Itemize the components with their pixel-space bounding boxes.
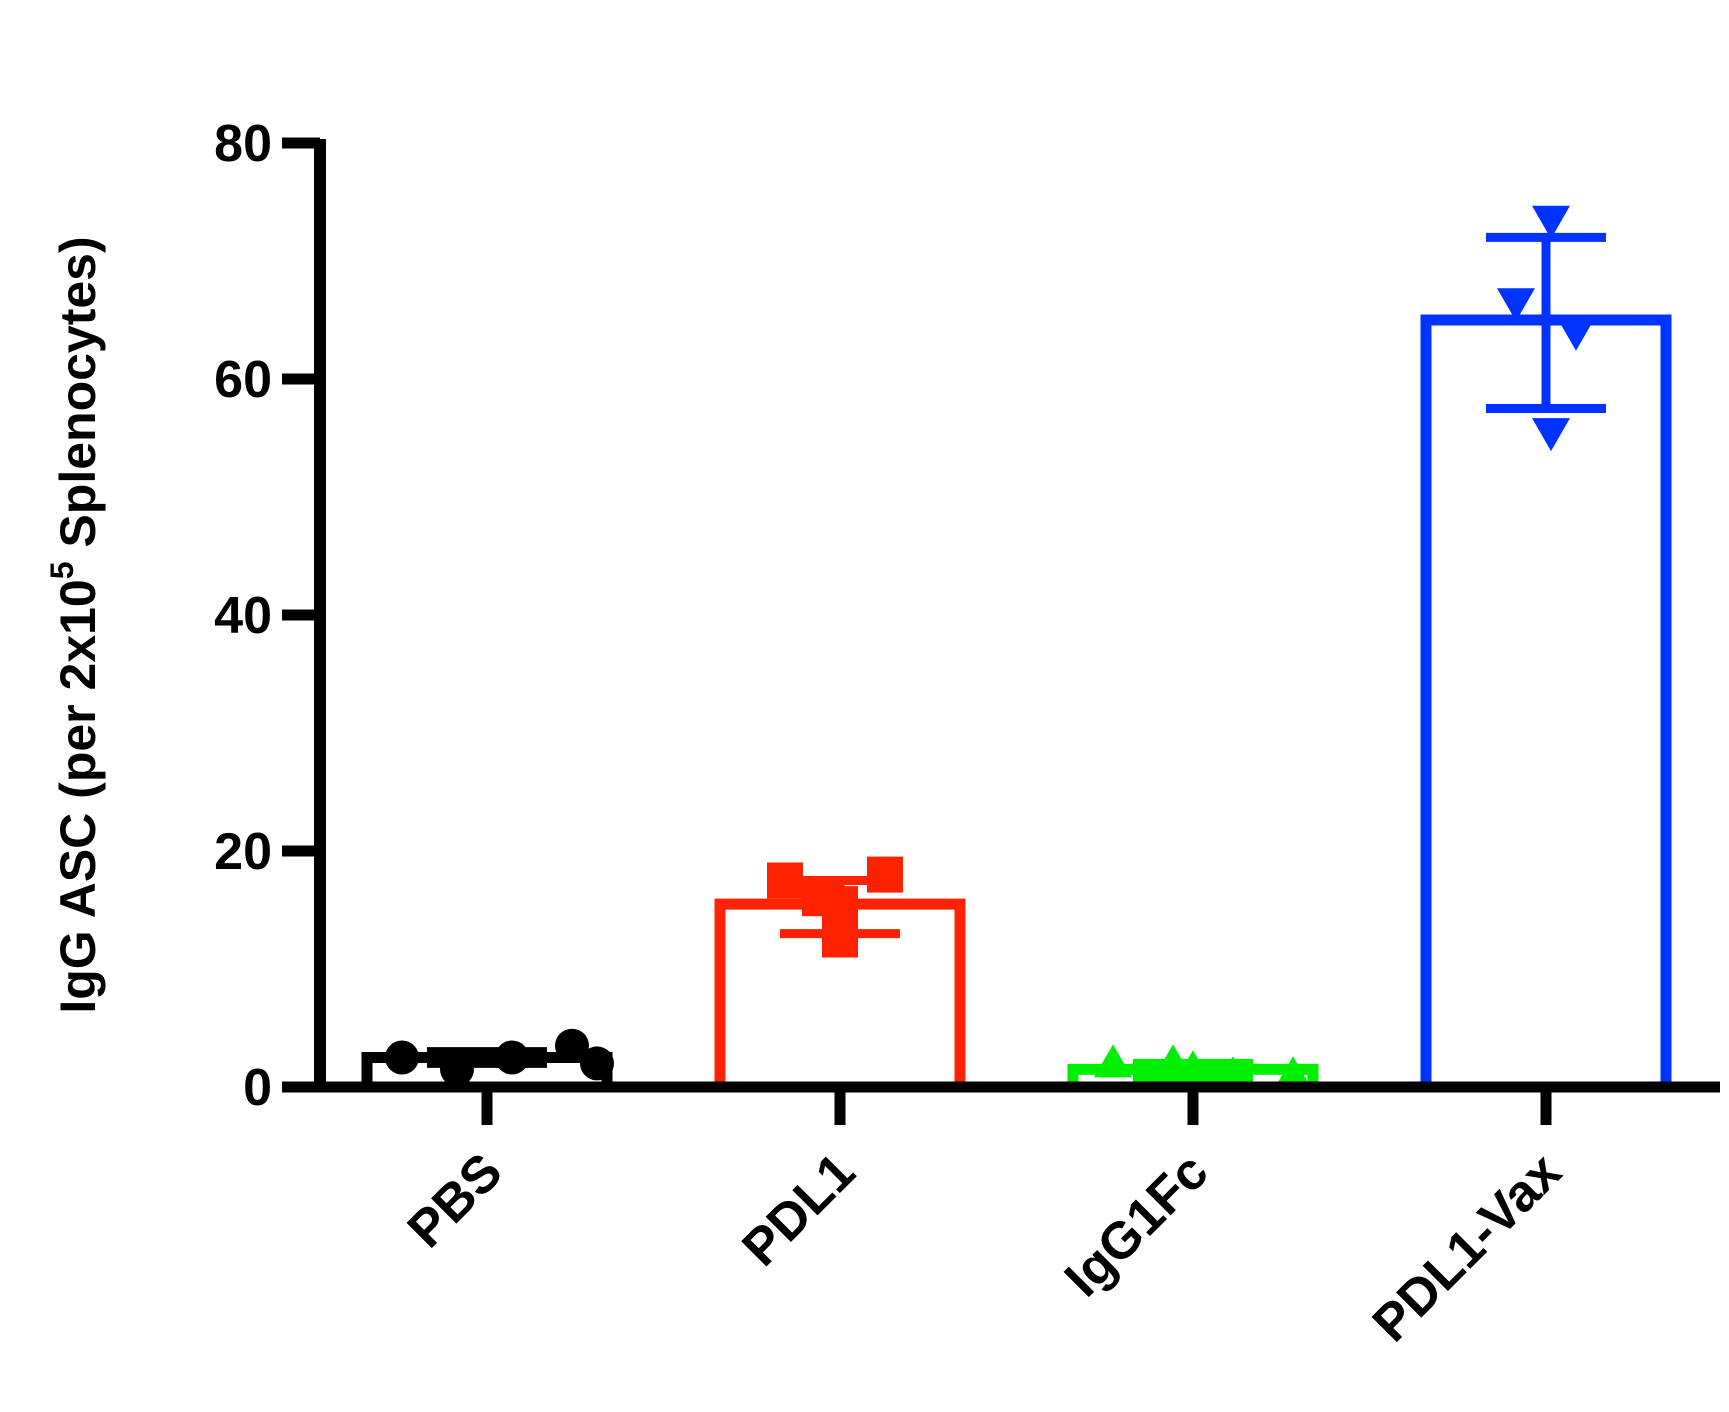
- y-axis-title-sup: 5: [44, 561, 80, 579]
- point-pdl1-vax-1: [1532, 205, 1570, 239]
- errors-layer: [427, 232, 1606, 1083]
- y-tick-label-40: 40: [214, 587, 272, 645]
- y-axis-title-main: IgG ASC (per 2x10: [50, 579, 106, 1013]
- y-tick-label-0: 0: [243, 1059, 272, 1117]
- point-igg1fc-1: [1094, 1044, 1132, 1078]
- y-axis-title: IgG ASC (per 2x105 Splenocytes): [44, 236, 106, 1013]
- point-igg1fc-4: [1274, 1056, 1312, 1090]
- axes-layer: [282, 137, 1720, 1125]
- point-pbs-4: [555, 1028, 589, 1063]
- x-tick-label-pdl1: PDL1: [731, 1142, 866, 1277]
- y-tick-label-60: 60: [214, 351, 272, 409]
- x-tick-label-pbs: PBS: [397, 1142, 514, 1259]
- point-pdl1-5: [867, 856, 903, 893]
- point-pbs-1: [385, 1040, 419, 1075]
- labels-layer: PBS PDL1 IgG1Fc PDL1-Vax 0 20 40 60 80: [214, 115, 1572, 1353]
- point-pbs-2: [440, 1052, 474, 1087]
- y-tick-label-20: 20: [214, 823, 272, 881]
- y-axis-title-tail: Splenocytes): [50, 236, 106, 561]
- point-pbs-5: [580, 1046, 614, 1081]
- points-layer: [385, 205, 1595, 1090]
- point-pbs-3: [495, 1040, 529, 1075]
- bars-layer: [361, 314, 1672, 1093]
- x-tick-label-pdl1-vax: PDL1-Vax: [1362, 1142, 1573, 1353]
- y-tick-label-80: 80: [214, 115, 272, 173]
- x-tick-label-igg1fc: IgG1Fc: [1054, 1142, 1220, 1308]
- point-pdl1-vax-3: [1557, 317, 1595, 351]
- point-pdl1-vax-2: [1497, 288, 1535, 322]
- point-pdl1-vax-4: [1532, 418, 1570, 452]
